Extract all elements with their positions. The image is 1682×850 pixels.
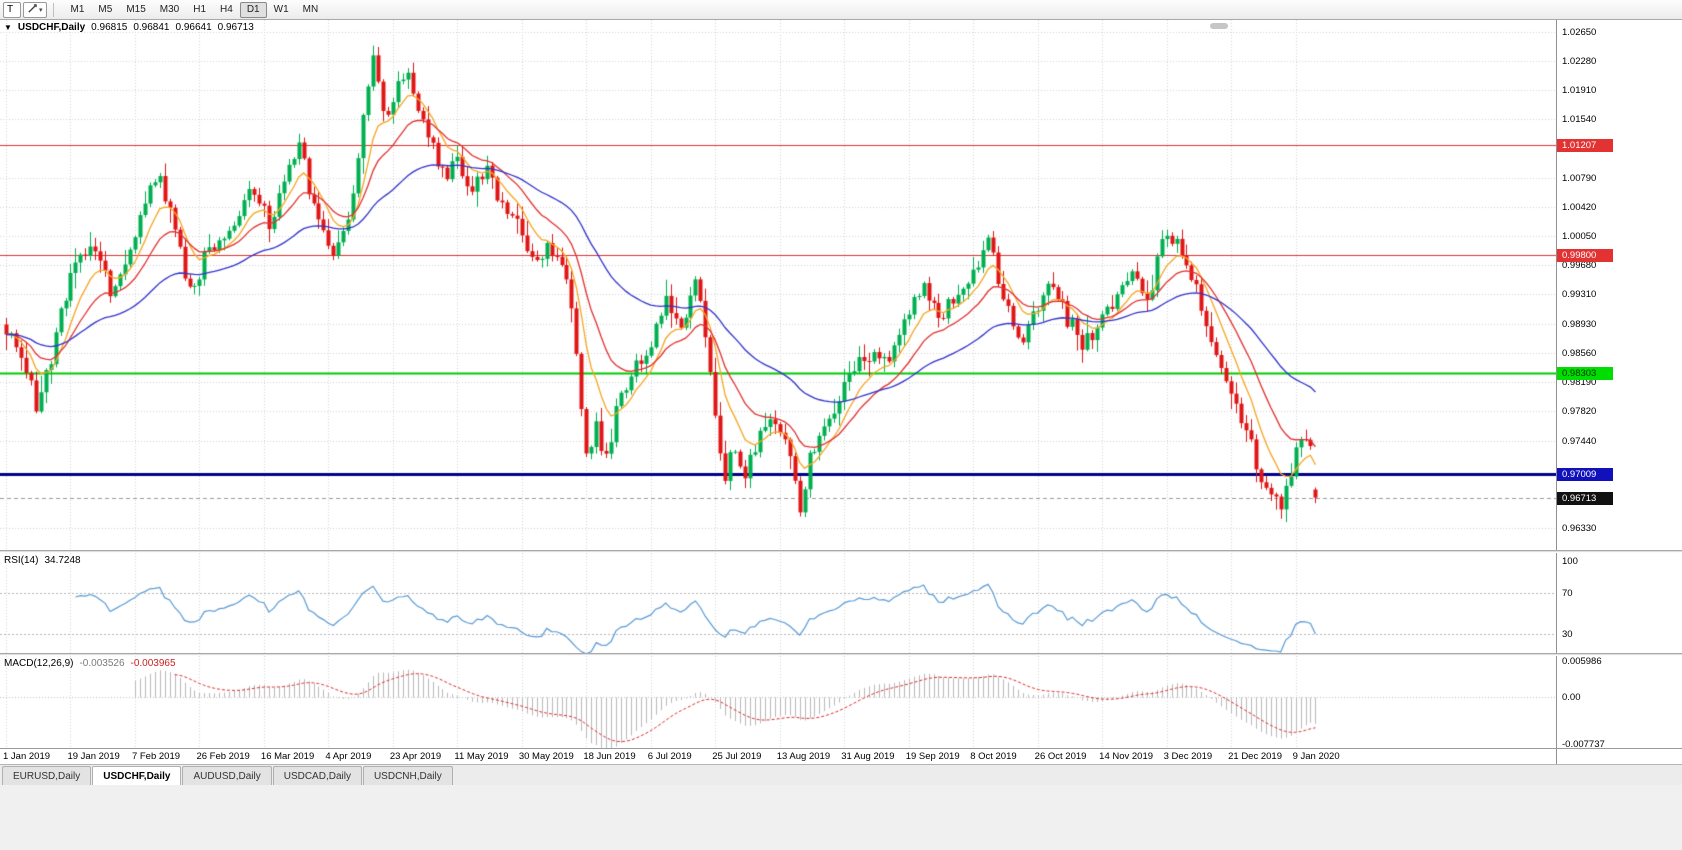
rsi-panel-canvas[interactable] bbox=[0, 553, 1556, 653]
date-axis-label: 19 Jan 2019 bbox=[67, 751, 120, 762]
price-chart-canvas[interactable] bbox=[0, 20, 1556, 550]
date-axis-label: 16 Mar 2019 bbox=[260, 751, 315, 762]
price-axis-label: 1.00050 bbox=[1562, 230, 1597, 242]
timeframe-button-m5[interactable]: M5 bbox=[91, 2, 119, 18]
date-axis-label: 11 May 2019 bbox=[454, 751, 509, 762]
panel-splitter-rsi[interactable] bbox=[0, 550, 1682, 553]
date-axis-label: 3 Dec 2019 bbox=[1163, 751, 1213, 762]
chart-tab-eurusd[interactable]: EURUSD,Daily bbox=[2, 766, 92, 785]
price-axis-label: 1.00790 bbox=[1562, 172, 1597, 184]
date-axis-label: 21 Dec 2019 bbox=[1228, 751, 1282, 762]
price-badge-support-blue: 0.97009 bbox=[1557, 468, 1613, 482]
timeframe-button-m15[interactable]: M15 bbox=[119, 2, 152, 18]
chart-tab-audusd[interactable]: AUDUSD,Daily bbox=[182, 766, 272, 785]
price-badge-resistance-1: 1.01207 bbox=[1557, 138, 1613, 152]
price-axis-label: 0.98930 bbox=[1562, 318, 1597, 330]
macd-main-value: -0.003526 bbox=[79, 658, 125, 669]
price-axis-label: 0.99680 bbox=[1562, 259, 1597, 271]
date-axis-label: 26 Oct 2019 bbox=[1034, 751, 1087, 762]
symbol-header: ▼ USDCHF,Daily 0.96815 0.96841 0.96641 0… bbox=[4, 22, 254, 33]
rsi-name: RSI(14) bbox=[4, 555, 39, 566]
price-axis-label: 0.97440 bbox=[1562, 435, 1597, 447]
date-axis-label: 14 Nov 2019 bbox=[1099, 751, 1154, 762]
macd-signal-value: -0.003965 bbox=[130, 658, 176, 669]
date-axis-label: 8 Oct 2019 bbox=[970, 751, 1017, 762]
date-axis[interactable]: 1 Jan 2019 19 Jan 2019 7 Feb 2019 26 Feb 20… bbox=[0, 748, 1556, 764]
rsi-axis-label: 100 bbox=[1562, 556, 1578, 568]
macd-indicator-label: MACD(12,26,9) -0.003526 -0.003965 bbox=[4, 658, 176, 669]
price-axis-label: 1.00420 bbox=[1562, 201, 1597, 213]
date-axis-separator bbox=[0, 748, 1682, 749]
timeframe-button-h4[interactable]: H4 bbox=[213, 2, 240, 18]
chart-tab-usdcnh[interactable]: USDCNH,Daily bbox=[362, 766, 453, 785]
price-axis-label: 0.98190 bbox=[1562, 376, 1597, 388]
text-tool-button[interactable]: T bbox=[3, 1, 21, 18]
chart-window: ▼ USDCHF,Daily 0.96815 0.96841 0.96641 0… bbox=[0, 20, 1682, 764]
macd-name: MACD(12,26,9) bbox=[4, 658, 74, 669]
price-axis[interactable]: 1.02650 1.02280 1.01910 1.01540 1.00790 1.004… bbox=[1556, 20, 1682, 764]
chart-hscroll-thumb[interactable] bbox=[1210, 23, 1228, 29]
timeframe-button-h1[interactable]: H1 bbox=[186, 2, 213, 18]
drawing-tools-dropdown[interactable]: ▾ bbox=[23, 1, 47, 18]
date-axis-label: 13 Aug 2019 bbox=[776, 751, 831, 762]
macd-panel-canvas[interactable] bbox=[0, 656, 1556, 748]
date-axis-label: 23 Apr 2019 bbox=[389, 751, 442, 762]
timeframe-button-m1[interactable]: M1 bbox=[64, 2, 92, 18]
price-badge-support-green: 0.98303 bbox=[1557, 366, 1613, 380]
date-axis-label: 19 Sep 2019 bbox=[905, 751, 960, 762]
timeframe-button-m30[interactable]: M30 bbox=[153, 2, 186, 18]
timeframe-toolbar: M1 M5 M15 M30 H1 H4 D1 W1 MN bbox=[64, 1, 326, 18]
chart-tab-usdcad[interactable]: USDCAD,Daily bbox=[272, 766, 362, 785]
date-axis-label: 1 Jan 2019 bbox=[3, 751, 51, 762]
date-axis-label: 26 Feb 2019 bbox=[196, 751, 250, 762]
macd-axis-label: 0.00 bbox=[1562, 692, 1581, 704]
price-axis-label: 1.01540 bbox=[1562, 113, 1597, 125]
ohlc-low: 0.96641 bbox=[175, 22, 212, 33]
top-toolbar: T ▾ M1 M5 M15 M30 H1 H4 D1 W1 MN bbox=[0, 0, 1682, 20]
date-axis-label: 6 Jul 2019 bbox=[647, 751, 692, 762]
price-axis-label: 1.01910 bbox=[1562, 84, 1597, 96]
price-axis-label: 0.99310 bbox=[1562, 288, 1597, 300]
toolbar-separator bbox=[52, 2, 54, 17]
ohlc-close: 0.96713 bbox=[217, 22, 254, 33]
chart-tabs-bar: EURUSD,Daily USDCHF,Daily AUDUSD,Daily USDC… bbox=[0, 764, 1682, 785]
date-axis-label: 30 May 2019 bbox=[518, 751, 574, 762]
date-axis-label: 9 Jan 2020 bbox=[1292, 751, 1340, 762]
date-axis-label: 25 Jul 2019 bbox=[712, 751, 762, 762]
timeframe-button-mn[interactable]: MN bbox=[296, 2, 326, 18]
date-axis-label: 4 Apr 2019 bbox=[325, 751, 372, 762]
price-axis-label: 0.97820 bbox=[1562, 405, 1597, 417]
drawing-tools-icon bbox=[27, 3, 38, 17]
rsi-axis-label: 70 bbox=[1562, 587, 1573, 599]
date-axis-label: 7 Feb 2019 bbox=[131, 751, 181, 762]
ohlc-open: 0.96815 bbox=[91, 22, 128, 33]
chart-collapse-icon[interactable]: ▼ bbox=[4, 22, 12, 32]
price-axis-label: 0.98560 bbox=[1562, 347, 1597, 359]
price-badge-last-price: 0.96713 bbox=[1557, 491, 1613, 505]
timeframe-button-w1[interactable]: W1 bbox=[267, 2, 296, 18]
price-axis-label: 1.02650 bbox=[1562, 26, 1597, 38]
rsi-indicator-label: RSI(14) 34.7248 bbox=[4, 555, 81, 566]
ohlc-high: 0.96841 bbox=[133, 22, 170, 33]
price-badge-resistance-2: 0.99800 bbox=[1557, 249, 1613, 263]
rsi-axis-label: 30 bbox=[1562, 629, 1573, 641]
price-axis-label: 1.02280 bbox=[1562, 55, 1597, 67]
chevron-down-icon: ▾ bbox=[39, 6, 43, 14]
rsi-value: 34.7248 bbox=[44, 555, 81, 566]
symbol-title: USDCHF,Daily bbox=[17, 22, 86, 33]
date-axis-label: 31 Aug 2019 bbox=[841, 751, 895, 762]
macd-axis-label: 0.005986 bbox=[1562, 655, 1602, 667]
timeframe-button-d1[interactable]: D1 bbox=[239, 1, 267, 18]
price-axis-label: 0.96330 bbox=[1562, 522, 1597, 534]
date-axis-label: 18 Jun 2019 bbox=[583, 751, 636, 762]
chart-tab-usdchf[interactable]: USDCHF,Daily bbox=[92, 766, 182, 785]
panel-splitter-macd[interactable] bbox=[0, 653, 1682, 656]
window-filler bbox=[0, 785, 1682, 850]
macd-axis-label: -0.007737 bbox=[1562, 738, 1605, 750]
